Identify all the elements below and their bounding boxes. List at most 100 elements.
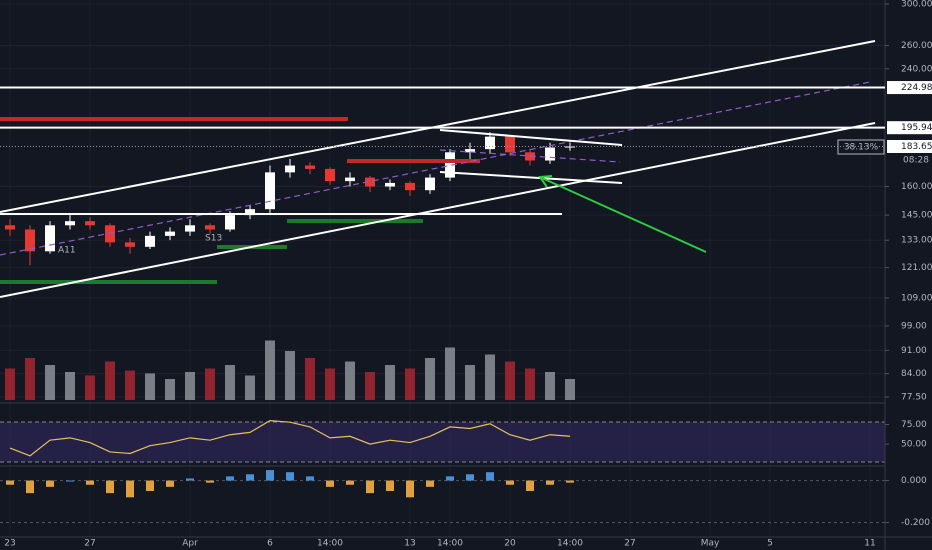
candle-body [45,225,55,252]
volume-bar [205,368,215,400]
y-tick-label: 121.00 [901,263,932,273]
channel-upper [0,40,876,213]
macd-bar [506,480,514,485]
x-tick-label: 14:00 [437,539,463,549]
macd-bar [86,480,94,485]
candle-body [5,225,15,230]
macd-bar [246,474,254,481]
macd-bar [146,480,154,492]
candle-body [85,221,95,226]
y-tick-label: 109.00 [901,293,932,303]
candle-body [505,136,515,153]
triangle-upper [439,129,623,146]
y-tick-label: 240.00 [901,64,932,74]
x-tick-label: 27 [624,539,635,549]
macd-bar [206,480,214,483]
volume-bar [45,365,55,400]
candle-body [325,168,335,182]
x-tick-label: May [701,539,720,549]
level-label: 195.94 [901,123,932,133]
volume-bar [65,372,75,400]
macd-bar [6,480,14,485]
y-tick-label: 50.00 [901,440,927,450]
y-tick-label: 133.00 [901,236,932,246]
candle-body [565,146,575,148]
volume-bar [305,358,315,400]
x-tick-label: 14:00 [557,539,583,549]
macd-bar [406,480,414,498]
volume-bar [325,368,335,400]
macd-bar [66,480,74,482]
annotation-box [887,153,931,166]
x-tick-label: 6 [267,539,273,549]
arrow-line [541,177,707,253]
y-tick-label: 99.00 [901,321,927,331]
x-tick-label: 5 [767,539,773,549]
y-tick-label: 145.00 [901,211,932,221]
candle-body [485,136,495,150]
y-tick-label: 160.00 [901,182,932,192]
x-tick-label: 14:00 [317,539,343,549]
volume-bar [265,340,275,400]
annotation: 38.13% [844,143,879,153]
macd-bar [286,472,294,481]
volume-bar [85,375,95,400]
macd-bar [266,470,274,481]
volume-bar [405,368,415,400]
macd-bar [426,480,434,487]
macd-bar [46,480,54,487]
annotation: A11 [58,246,76,256]
level-label: 183.65 [901,142,932,152]
y-tick-label: 75.00 [901,420,927,430]
macd-bar [326,480,334,487]
y-tick-label: 260.00 [901,41,932,51]
candle-body [245,209,255,216]
candle-body [445,152,455,178]
macd-bar [486,472,494,481]
level-label: 224.98 [901,83,932,93]
level-box [887,81,932,95]
x-tick-label: Apr [182,539,198,549]
volume-bar [465,365,475,400]
candle-body [345,177,355,182]
candle-body [365,177,375,187]
volume-bar [125,370,135,400]
candle-body [285,165,295,173]
macd-bar [566,480,574,483]
x-tick-label: 20 [504,539,516,549]
triangle-mid [439,149,621,163]
volume-bar [165,379,175,400]
volume-bar [285,351,295,400]
macd-bar [386,480,394,492]
y-tick-label: 0.000 [901,476,927,486]
candle-body [545,147,555,161]
rsi-line [9,420,571,457]
candle-body [165,231,175,236]
macd-bar [186,478,194,481]
candle-body [25,229,35,252]
macd-bar [306,476,314,481]
candle-body [465,149,475,153]
macd-bar [446,476,454,481]
y-tick-label: 300.00 [901,0,932,10]
volume-bar [525,368,535,400]
macd-bar [166,480,174,487]
volume-bar [385,365,395,400]
annotation: S13 [205,234,222,244]
candle-body [145,235,155,247]
volume-bar [145,373,155,400]
x-tick-label: 13 [404,539,415,549]
volume-bar [345,361,355,400]
macd-bar [546,480,554,485]
candle-body [105,225,115,243]
triangle-lower [439,171,623,184]
volume-bar [105,361,115,400]
annotation: 08:28 [903,156,929,166]
volume-bar [485,354,495,400]
candle-body [305,165,315,169]
x-tick-label: 23 [4,539,15,549]
volume-bar [225,365,235,400]
